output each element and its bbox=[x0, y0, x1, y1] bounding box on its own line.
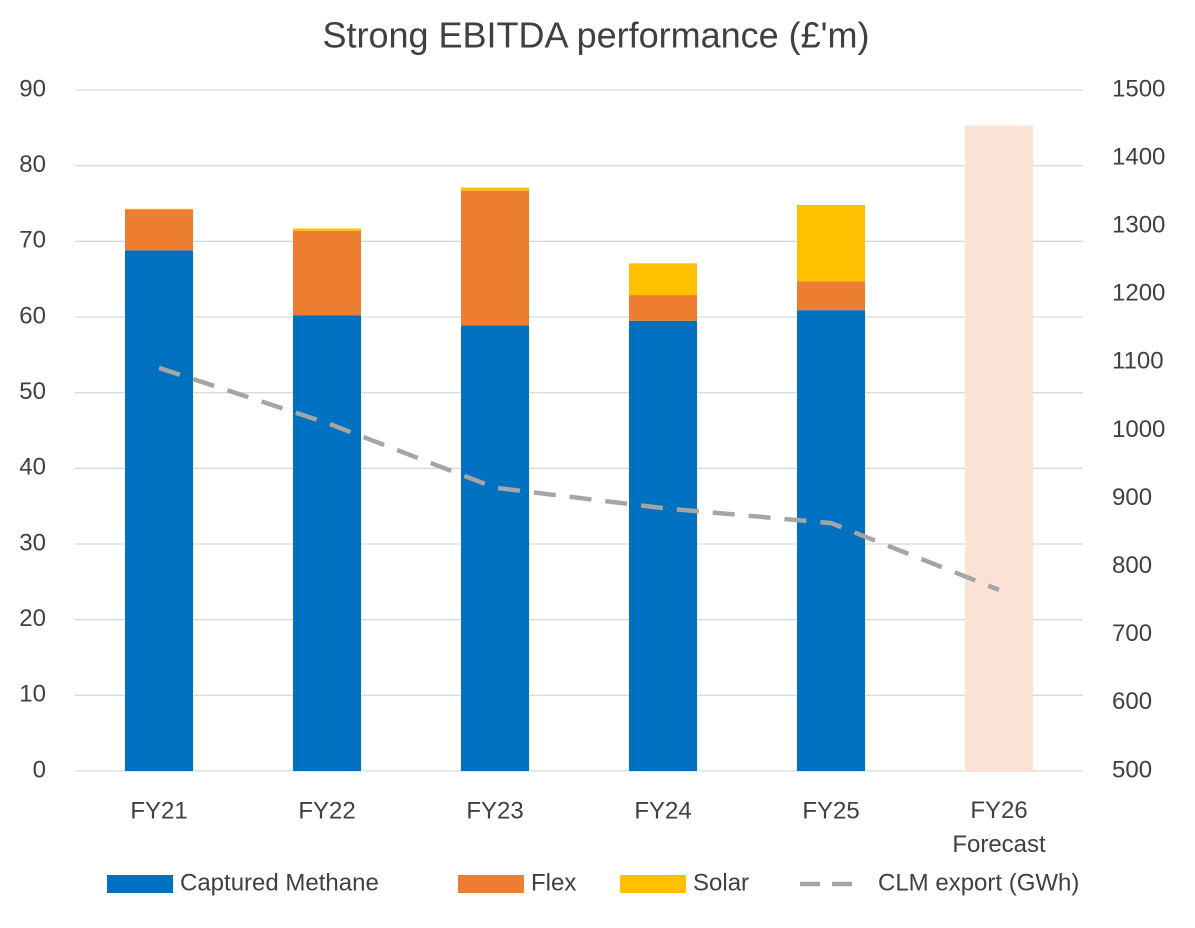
y2-tick-label: 900 bbox=[1112, 484, 1152, 511]
y2-tick-label: 1100 bbox=[1112, 348, 1164, 375]
legend-label: Solar bbox=[693, 869, 749, 896]
bar bbox=[797, 205, 865, 282]
y-tick-label: 80 bbox=[19, 151, 46, 178]
legend-swatch bbox=[458, 875, 524, 893]
y2-tick-label: 1300 bbox=[1112, 212, 1165, 239]
x-tick-label: FY25 bbox=[802, 797, 859, 824]
bar bbox=[797, 310, 865, 771]
y2-tick-label: 1400 bbox=[1112, 143, 1165, 170]
legend-label: Captured Methane bbox=[180, 869, 379, 896]
legend-label: CLM export (GWh) bbox=[878, 869, 1079, 896]
y-tick-label: 0 bbox=[33, 756, 46, 783]
bar bbox=[629, 263, 697, 296]
y-tick-label: 10 bbox=[19, 681, 46, 708]
y2-tick-label: 700 bbox=[1112, 620, 1152, 647]
bar bbox=[461, 325, 529, 771]
bar bbox=[125, 208, 193, 210]
line bbox=[158, 365, 1000, 592]
bar bbox=[461, 190, 529, 326]
x-tick-label: FY23 bbox=[466, 797, 523, 824]
y2-tick-label: 800 bbox=[1112, 552, 1152, 579]
chart-title: Strong EBITDA performance (£'m) bbox=[322, 15, 869, 56]
bar bbox=[461, 187, 529, 191]
bar bbox=[629, 320, 697, 771]
y2-tick-label: 500 bbox=[1112, 756, 1152, 783]
y-tick-label: 30 bbox=[19, 529, 46, 556]
y-tick-label: 40 bbox=[19, 454, 46, 481]
y2-tick-label: 600 bbox=[1112, 688, 1152, 715]
bar bbox=[965, 125, 1033, 771]
y-tick-label: 70 bbox=[19, 227, 46, 254]
y2-tick-label: 1500 bbox=[1112, 75, 1165, 102]
x-tick-label: FY21 bbox=[130, 797, 187, 824]
x-tick-label: FY26 Forecast bbox=[952, 797, 1046, 858]
bar bbox=[293, 228, 361, 231]
x-tick-label: FY22 bbox=[298, 797, 355, 824]
y-tick-label: 50 bbox=[19, 378, 46, 405]
bar bbox=[797, 281, 865, 311]
bar bbox=[125, 250, 193, 771]
bar bbox=[629, 295, 697, 321]
bar bbox=[293, 315, 361, 771]
y2-tick-label: 1000 bbox=[1112, 416, 1165, 443]
bar bbox=[125, 209, 193, 251]
legend-label: Flex bbox=[531, 869, 576, 896]
y2-tick-label: 1200 bbox=[1112, 280, 1165, 307]
y-tick-label: 90 bbox=[19, 75, 46, 102]
y-tick-label: 60 bbox=[19, 302, 46, 329]
y-tick-label: 20 bbox=[19, 605, 46, 632]
x-tick-label: FY24 bbox=[634, 797, 691, 824]
bar bbox=[293, 230, 361, 316]
legend-swatch bbox=[107, 875, 173, 893]
legend-swatch bbox=[620, 875, 686, 893]
